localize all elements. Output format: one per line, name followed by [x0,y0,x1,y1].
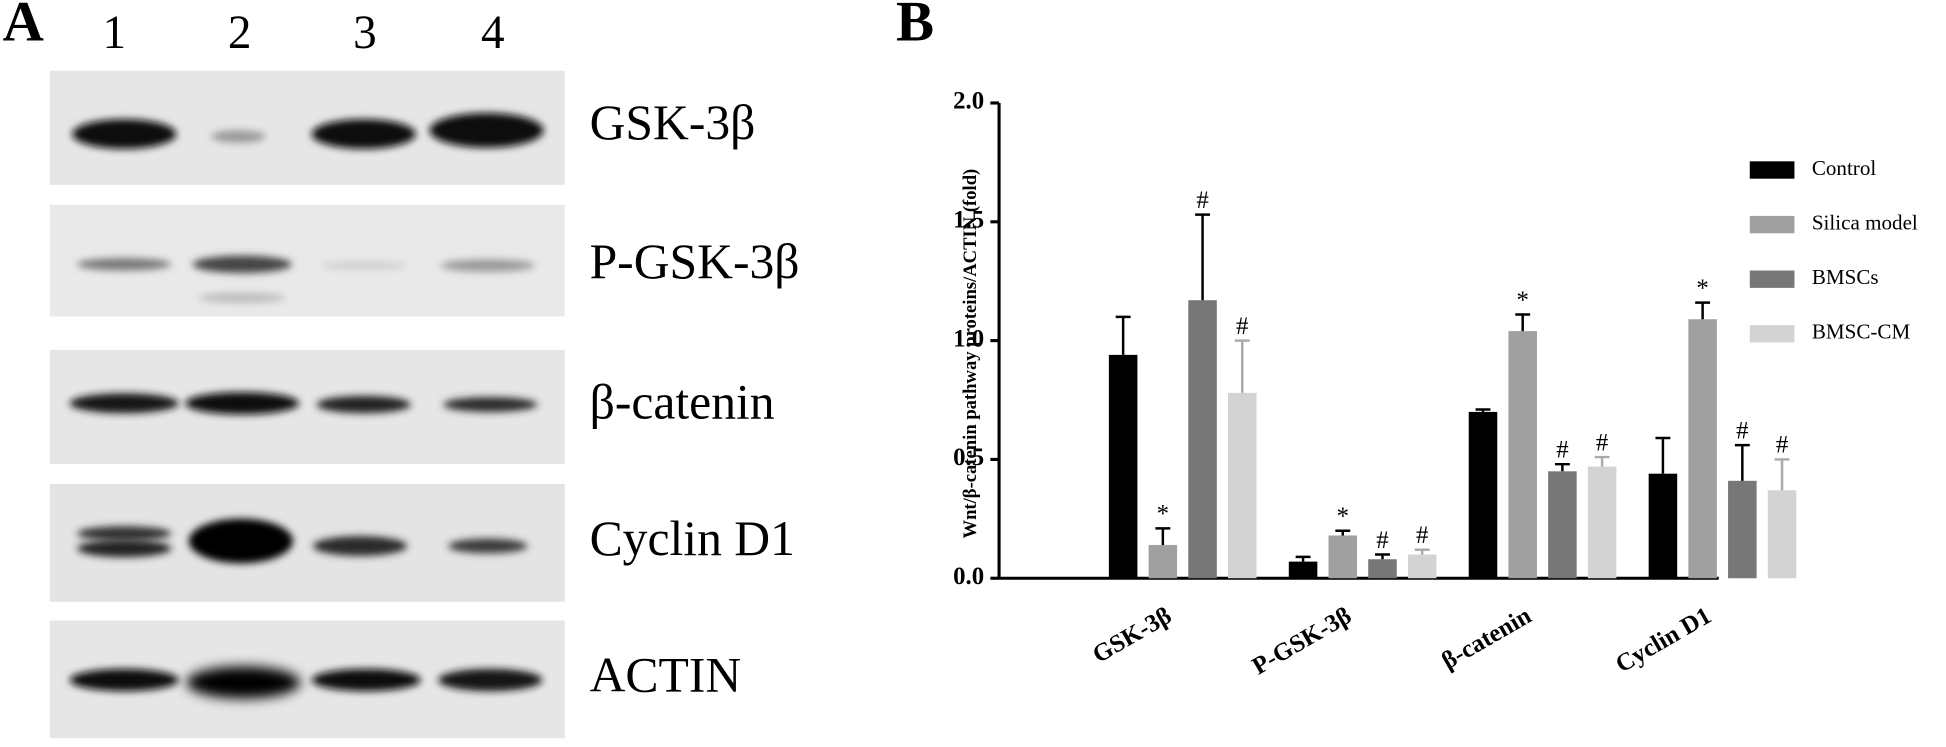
band [198,292,286,303]
band [211,130,266,143]
band [72,119,177,149]
error-bar [1335,529,1351,536]
significance-marker: # [1596,429,1608,456]
x-tick-label: GSK-3β [1088,602,1176,668]
bar [1407,554,1437,579]
significance-marker: # [1376,527,1388,554]
error-bar [1195,213,1211,301]
significance-marker: # [1236,313,1248,340]
legend-label: Silica model [1812,210,1918,234]
bar [1548,471,1577,579]
error-bar [1774,458,1790,491]
significance-marker: # [1416,522,1428,549]
bar [1508,331,1537,579]
band [312,536,408,556]
band [311,119,416,149]
significance-marker: # [1736,417,1748,444]
band [438,668,543,692]
significance-marker: * [1696,275,1708,302]
band [69,668,179,692]
bar [1188,300,1217,579]
bar [1648,473,1678,579]
bar [1227,392,1257,579]
significance-marker: * [1337,503,1349,530]
error-bar [1295,555,1311,562]
band [316,395,411,414]
bar [1368,559,1397,579]
significance-marker: # [1556,436,1568,463]
bar [1288,561,1318,579]
y-tick-label: 0.5 [953,444,984,471]
band [186,666,301,699]
band [192,255,292,273]
band [69,393,179,414]
band [185,392,300,415]
bar [1728,480,1757,579]
band [188,518,294,564]
y-axis-label: Wnt/β-catenin pathway proteins/ACTIN (fo… [960,169,981,539]
blot-labels: GSK-3β P-GSK-3β β-catenin Cyclin D1 ACTI… [590,95,800,702]
error-bar [1515,313,1531,332]
protein-label: P-GSK-3β [590,234,800,289]
significance-marker: # [1196,187,1208,214]
error-bar [1554,462,1570,472]
legend-swatch [1749,215,1795,234]
significance-marker: * [1157,501,1169,528]
band [77,539,172,558]
error-bar [1115,315,1131,355]
band [443,397,538,412]
bar [1108,354,1138,579]
error-bar [1234,339,1250,393]
band [320,261,408,270]
band [311,668,421,692]
y-tick-label: 1.5 [953,206,984,233]
lane-label: 4 [481,7,505,59]
band [77,526,172,542]
bar [1468,411,1498,579]
protein-label: GSK-3β [590,95,756,150]
legend-swatch [1749,325,1795,343]
error-bar [1734,443,1750,481]
x-tick-label: Cyclin D1 [1611,602,1716,678]
blot [49,70,565,739]
panel-label: B [896,0,934,53]
legend-label: BMSC-CM [1812,320,1911,344]
significance-marker: # [1776,432,1788,459]
error-bar [1155,527,1171,545]
error-bar [1695,301,1711,320]
error-bar [1475,408,1491,412]
legend-swatch [1749,270,1795,288]
bar [1587,466,1617,579]
band [440,259,535,272]
protein-label: β-catenin [590,374,775,429]
error-bar [1594,455,1610,467]
bar [1767,490,1797,579]
lane-label: 2 [228,7,252,59]
bar [1328,535,1358,579]
x-tick-label: β-catenin [1437,602,1536,675]
band [77,258,172,271]
lane-label: 1 [103,7,127,59]
legend-label: BMSCs [1812,265,1879,289]
bar [1688,319,1717,579]
panel-label: A [3,0,44,53]
protein-label: ACTIN [590,647,742,702]
error-bar [1655,436,1671,474]
y-tick-label: 2.0 [953,88,984,115]
legend-swatch [1749,161,1795,179]
legend-label: Control [1812,156,1877,180]
significance-marker: * [1516,287,1528,314]
y-tick-label: 0.0 [953,563,984,590]
band [429,112,544,148]
lane-labels: 1 2 3 4 [103,7,505,59]
error-bar [1414,548,1430,555]
protein-label: Cyclin D1 [590,511,795,566]
lane-label: 3 [353,7,377,59]
y-tick-label: 1.0 [953,325,984,352]
x-tick-label: P-GSK-3β [1248,602,1356,680]
band [448,538,528,554]
bar [1148,544,1178,579]
error-bar [1375,553,1390,560]
